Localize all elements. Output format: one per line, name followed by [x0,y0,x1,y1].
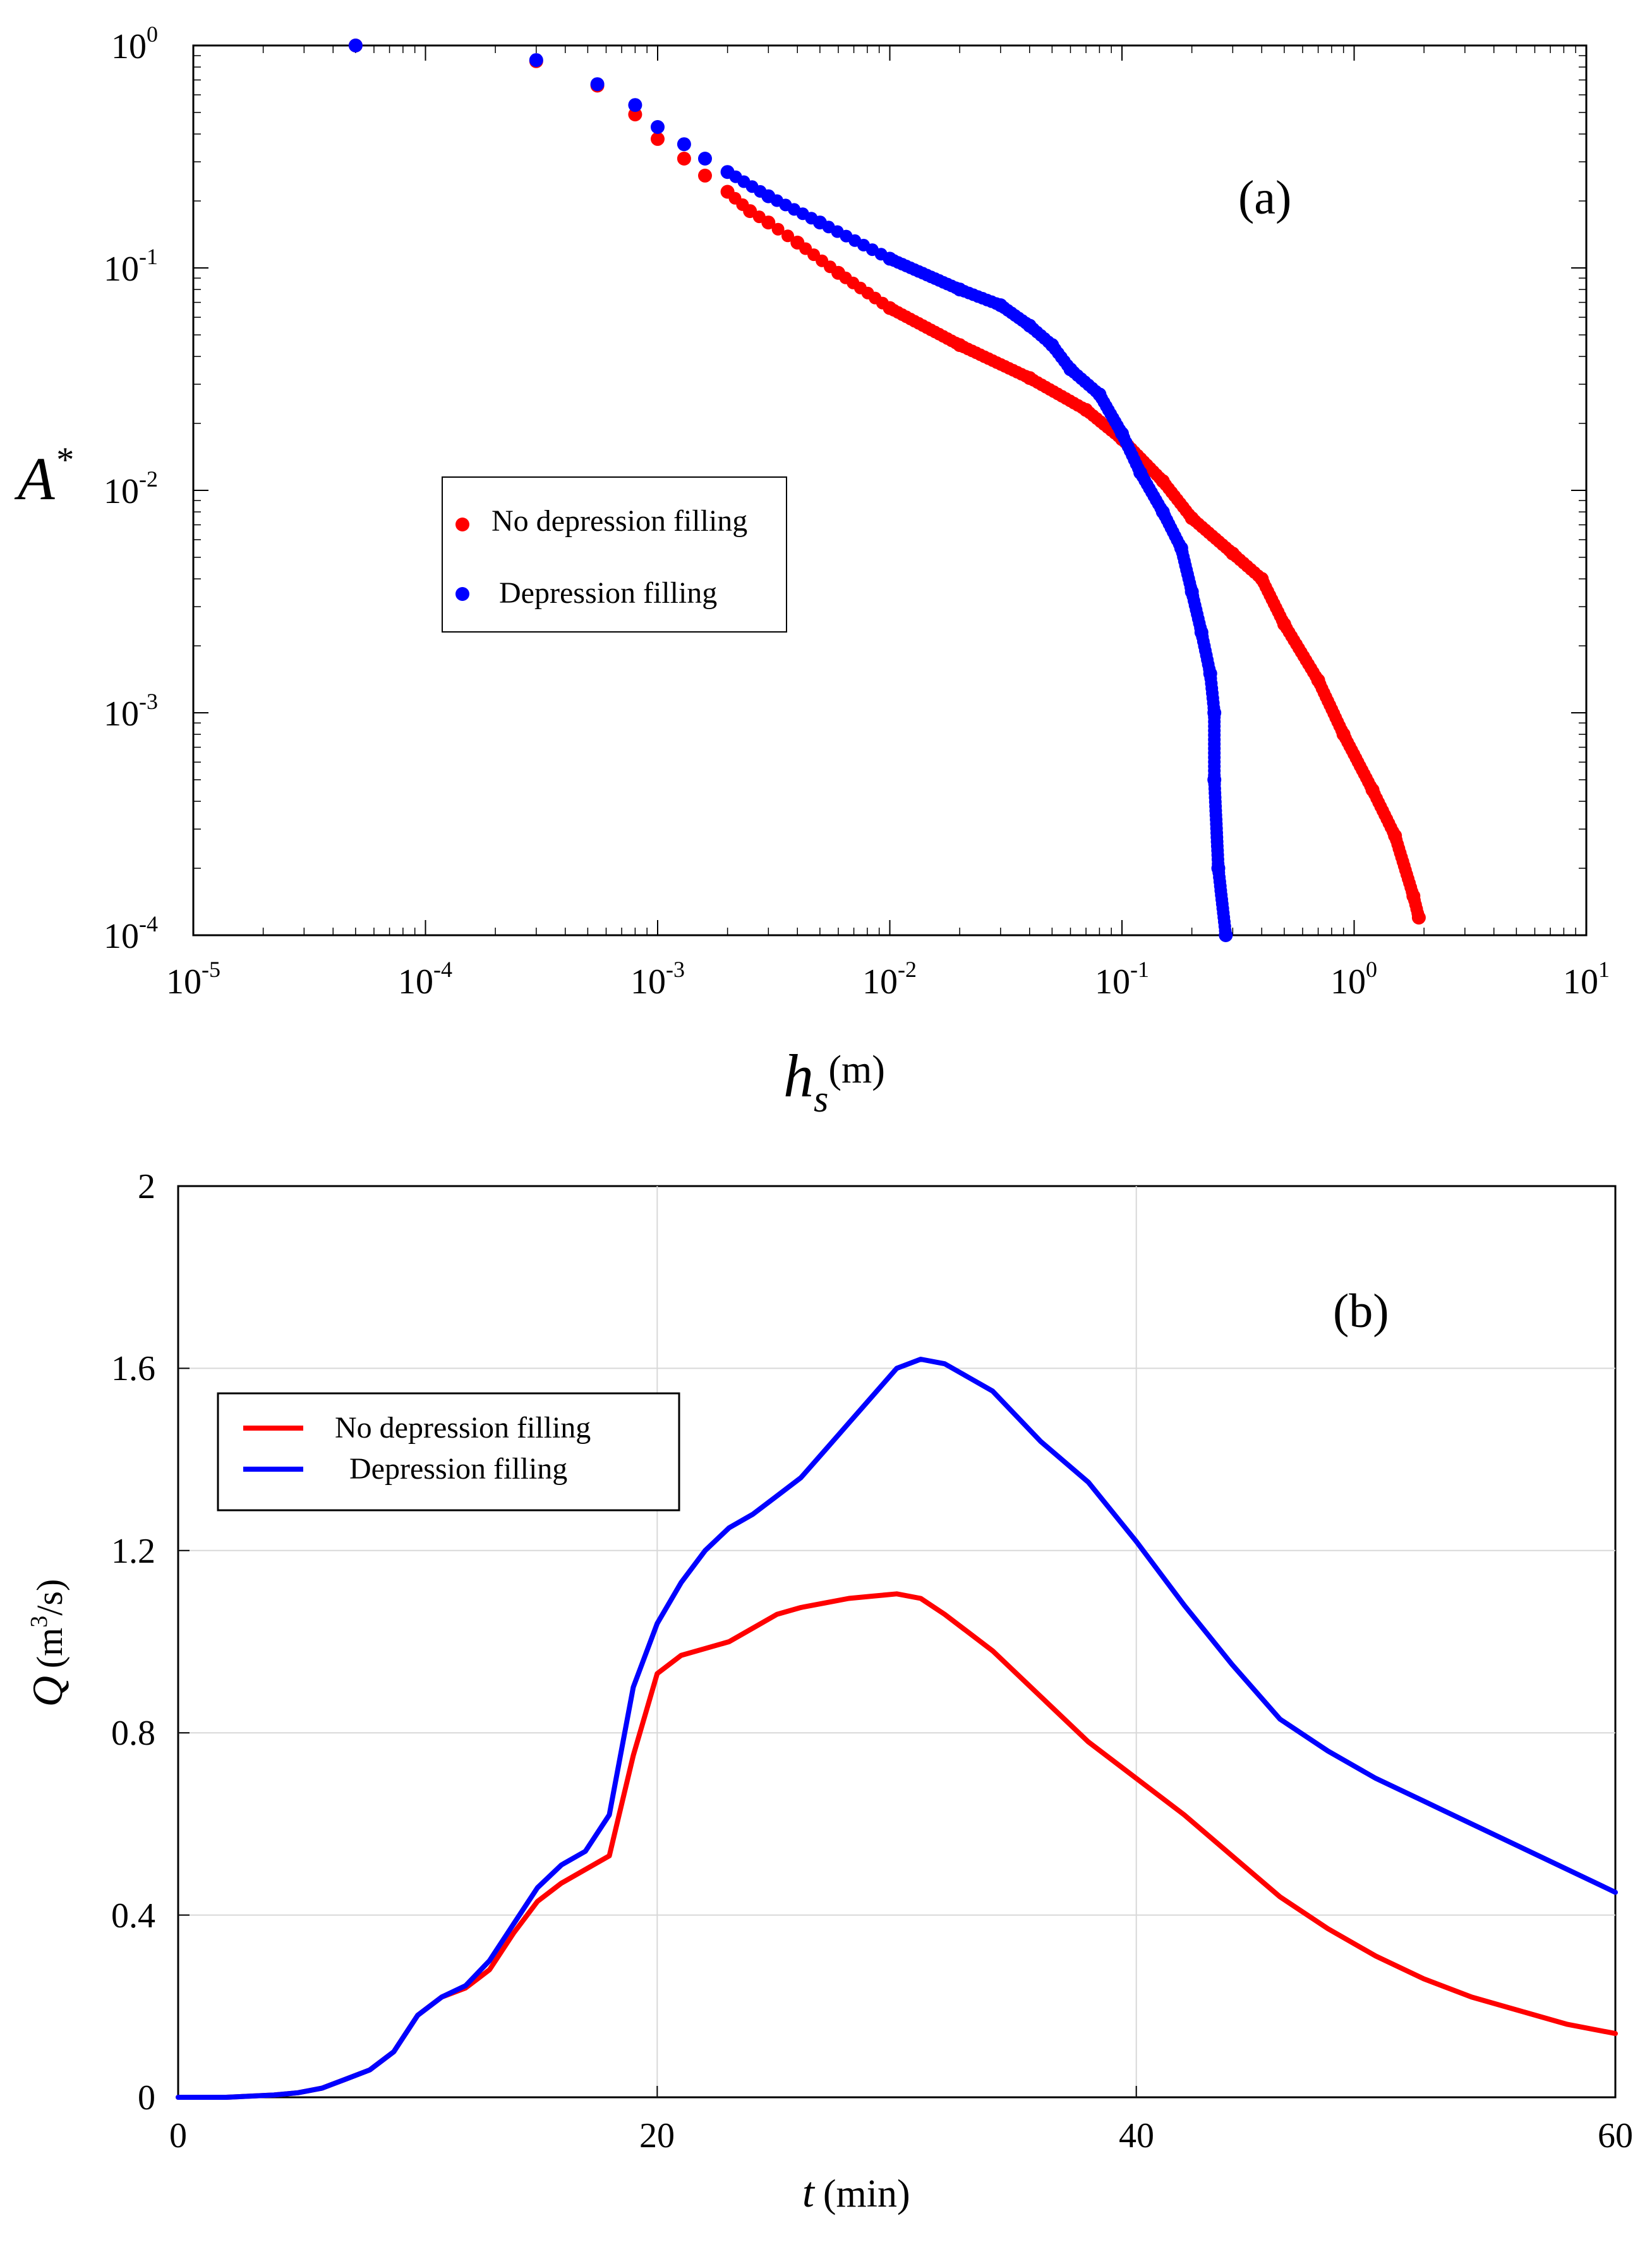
panel-b-y-tick-label: 2 [138,1167,155,1206]
panel-a-legend-box [442,476,787,633]
panel-b-x-axis-label: t (min) [802,2168,910,2216]
panel-a-x-tick-label: 10-5 [166,957,220,1002]
panel-a-legend: No depression filling Depression filling [442,476,787,633]
data-point [628,98,642,112]
panel-a-x-tick-label: 10-2 [862,957,917,1002]
data-point [761,215,776,230]
panel-b-x-tick-label: 60 [1598,2116,1633,2155]
panel-a-label: (a) [1238,171,1291,224]
panel-a-minor-ticks [193,45,1586,935]
panel-b-label: (b) [1333,1285,1389,1338]
legend-label-no-depression-filling: No depression filling [491,504,747,538]
panel-b-y-tick-label: 0.4 [111,1896,155,1936]
data-point [771,222,785,236]
panel-a-y-tick-label: 10-3 [104,689,158,734]
data-point [1411,911,1426,925]
data-point [651,131,665,146]
panel-a-x-tick-label: 101 [1563,957,1610,1002]
panel-a-y-tick-label: 100 [111,21,158,66]
panel-a-x-tick-label: 100 [1330,957,1377,1002]
panel-a-y-tick-label: 10-4 [104,911,158,956]
data-point [651,120,665,134]
series-line-depression-filling [176,1357,1618,2100]
panel-b-y-axis-label: Q(m3/s) [23,1579,71,1707]
data-point [698,152,712,166]
legend-marker-no-depression-filling [455,518,469,531]
panel-a-y-tick-label: 10-1 [104,244,158,289]
panel-b-y-tick-label: 0.8 [111,1714,155,1753]
data-point [348,39,363,52]
panel-a-log-scatter: 100 10-1 10-2 10-3 10-4 10-5 10-4 10-3 1… [14,21,1610,1120]
data-point [1219,928,1233,942]
panel-b-y-tick-label: 1.2 [111,1532,155,1571]
panel-a-y-axis-label: A* [14,440,73,512]
data-point [590,77,605,92]
panel-b-series [176,1357,1618,2100]
panel-b-x-tick-label: 20 [639,2116,675,2155]
data-point [529,53,543,68]
panel-b-line-chart: 0 0.4 0.8 1.2 1.6 2 0 20 40 60 t (min) Q(… [23,1167,1633,2216]
panel-a-x-tick-label: 10-4 [398,957,452,1002]
legend-label-no-depression-filling: No depression filling [335,1411,591,1445]
data-point [677,137,691,152]
panel-a-series [348,39,1426,942]
panel-b-plot-frame [177,1185,1617,2099]
series-depression-filling [348,39,1233,942]
data-point [781,229,794,243]
panel-b-legend: No depression filling Depression filling [217,1392,680,1512]
panel-a-major-ticks [193,45,1587,936]
panel-b-gridlines [178,1186,1615,2097]
data-point [677,152,691,166]
panel-b-y-tick-label: 1.6 [111,1349,155,1388]
legend-label-depression-filling: Depression filling [499,576,717,610]
panel-b-legend-box [217,1392,680,1512]
panel-a-x-tick-label: 10-3 [630,957,685,1002]
data-point [698,168,712,183]
panel-b-y-tick-label: 0 [138,2078,155,2118]
series-no-depression-filling [348,39,1426,925]
panel-a-x-axis-label: hs(m) [783,1042,885,1120]
panel-a-y-tick-label: 10-2 [104,466,158,511]
panel-b-x-tick-label: 40 [1119,2116,1154,2155]
legend-label-depression-filling: Depression filling [349,1452,567,1486]
panel-a-x-tick-label: 10-1 [1095,957,1149,1002]
legend-marker-depression-filling [455,587,469,601]
panel-a-plot-frame [192,44,1588,936]
panel-b-x-tick-label: 0 [169,2116,187,2155]
